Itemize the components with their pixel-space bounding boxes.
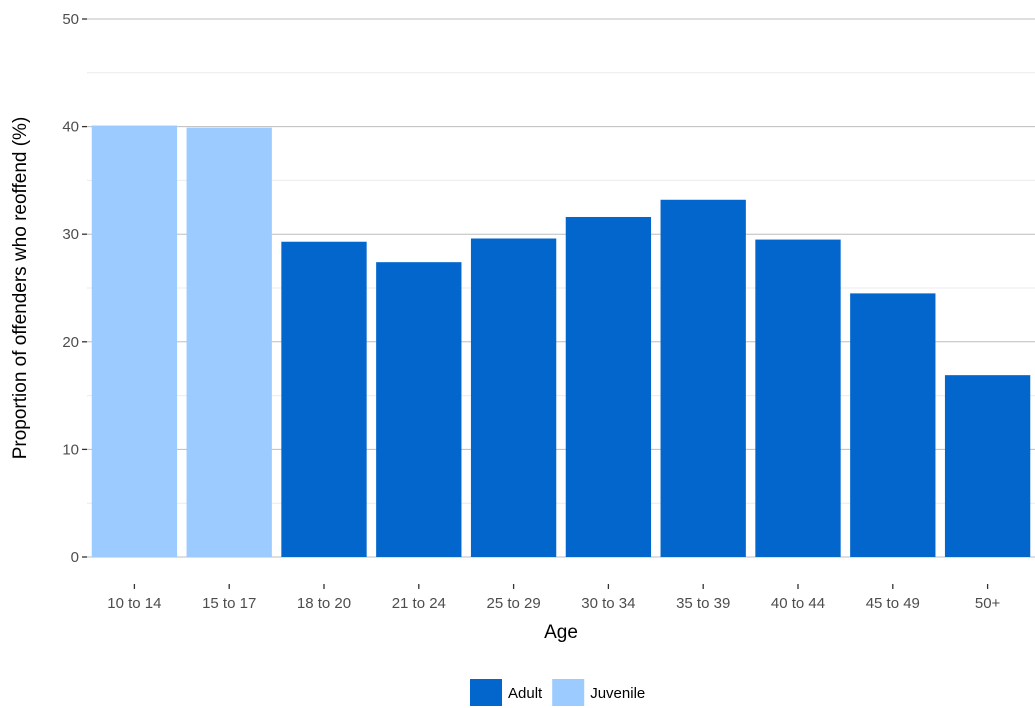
x-tick-label: 50+ <box>975 595 1001 612</box>
x-tick-label: 30 to 34 <box>581 595 635 612</box>
bar-30-to-34 <box>565 216 652 557</box>
bar-45-to-49 <box>850 293 936 557</box>
x-tick-label: 40 to 44 <box>771 595 825 612</box>
bar-21-to-24 <box>376 262 462 557</box>
bar-50plus <box>944 375 1031 557</box>
bar-25-to-29 <box>470 238 557 557</box>
bar-18-to-20 <box>281 241 367 557</box>
x-tick-label: 15 to 17 <box>202 595 256 612</box>
y-tick-label: 50 <box>62 11 79 28</box>
bars <box>91 125 1031 558</box>
legend-label-juvenile: Juvenile <box>590 685 645 702</box>
legend: Adult Juvenile <box>470 679 645 706</box>
legend-label-adult: Adult <box>508 685 543 702</box>
x-tick-label: 45 to 49 <box>866 595 920 612</box>
y-axis-title: Proportion of offenders who reoffend (%) <box>10 117 31 460</box>
y-tick-label: 20 <box>62 334 79 351</box>
x-axis-title: Age <box>544 622 578 643</box>
y-tick-label: 30 <box>62 226 79 243</box>
bar-40-to-44 <box>755 239 841 557</box>
x-axis: 10 to 14 15 to 17 18 to 20 21 to 24 25 to 29… <box>107 584 1001 612</box>
y-tick-label: 0 <box>71 549 79 566</box>
bar-15-to-17 <box>186 127 272 558</box>
legend-key-adult <box>470 679 502 706</box>
x-tick-label: 35 to 39 <box>676 595 730 612</box>
x-tick-label: 21 to 24 <box>392 595 446 612</box>
legend-key-juvenile <box>552 679 585 706</box>
y-tick-label: 40 <box>62 119 79 136</box>
x-tick-label: 18 to 20 <box>297 595 351 612</box>
y-axis: 0 10 20 30 40 50 <box>62 11 87 566</box>
bar-35-to-39 <box>660 199 746 557</box>
y-tick-label: 10 <box>62 441 79 458</box>
x-tick-label: 25 to 29 <box>486 595 540 612</box>
x-tick-label: 10 to 14 <box>107 595 161 612</box>
bar-10-to-14 <box>91 125 178 558</box>
